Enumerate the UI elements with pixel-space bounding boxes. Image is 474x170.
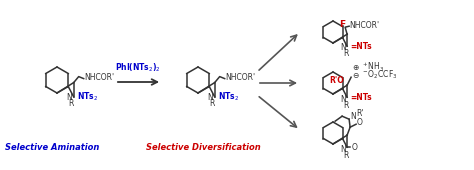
Text: R: R	[343, 49, 348, 58]
Text: NTs$_2$: NTs$_2$	[218, 91, 239, 103]
Text: N: N	[341, 44, 346, 53]
Text: ⊖: ⊖	[353, 71, 359, 80]
Text: =NTs: =NTs	[350, 42, 372, 51]
Text: F: F	[339, 20, 345, 29]
Text: R': R'	[356, 109, 364, 118]
Text: R: R	[210, 99, 215, 108]
Text: R: R	[343, 150, 348, 159]
Text: R: R	[343, 100, 348, 109]
Text: NHCOR': NHCOR'	[349, 21, 379, 30]
Text: NTs$_2$: NTs$_2$	[77, 91, 98, 103]
Text: R'O: R'O	[329, 76, 344, 85]
Text: O: O	[352, 143, 358, 152]
Text: N: N	[350, 112, 356, 121]
Text: R: R	[69, 99, 74, 108]
Text: N: N	[341, 95, 346, 104]
Text: N: N	[341, 144, 346, 154]
Text: ⊕: ⊕	[353, 63, 359, 72]
Text: N: N	[66, 94, 72, 103]
Text: Selective Amination: Selective Amination	[5, 143, 99, 152]
Text: Selective Diversification: Selective Diversification	[146, 143, 260, 152]
Text: N: N	[208, 94, 213, 103]
Text: PhI(NTs$_2$)$_2$: PhI(NTs$_2$)$_2$	[115, 62, 161, 74]
Text: NHCOR': NHCOR'	[85, 73, 115, 82]
Text: $^-$O$_2$CCF$_3$: $^-$O$_2$CCF$_3$	[361, 69, 398, 81]
Text: NHCOR': NHCOR'	[226, 73, 256, 82]
Text: $^+$NH$_3$: $^+$NH$_3$	[361, 60, 384, 74]
Text: O: O	[357, 118, 363, 127]
Text: =NTs: =NTs	[350, 93, 372, 102]
